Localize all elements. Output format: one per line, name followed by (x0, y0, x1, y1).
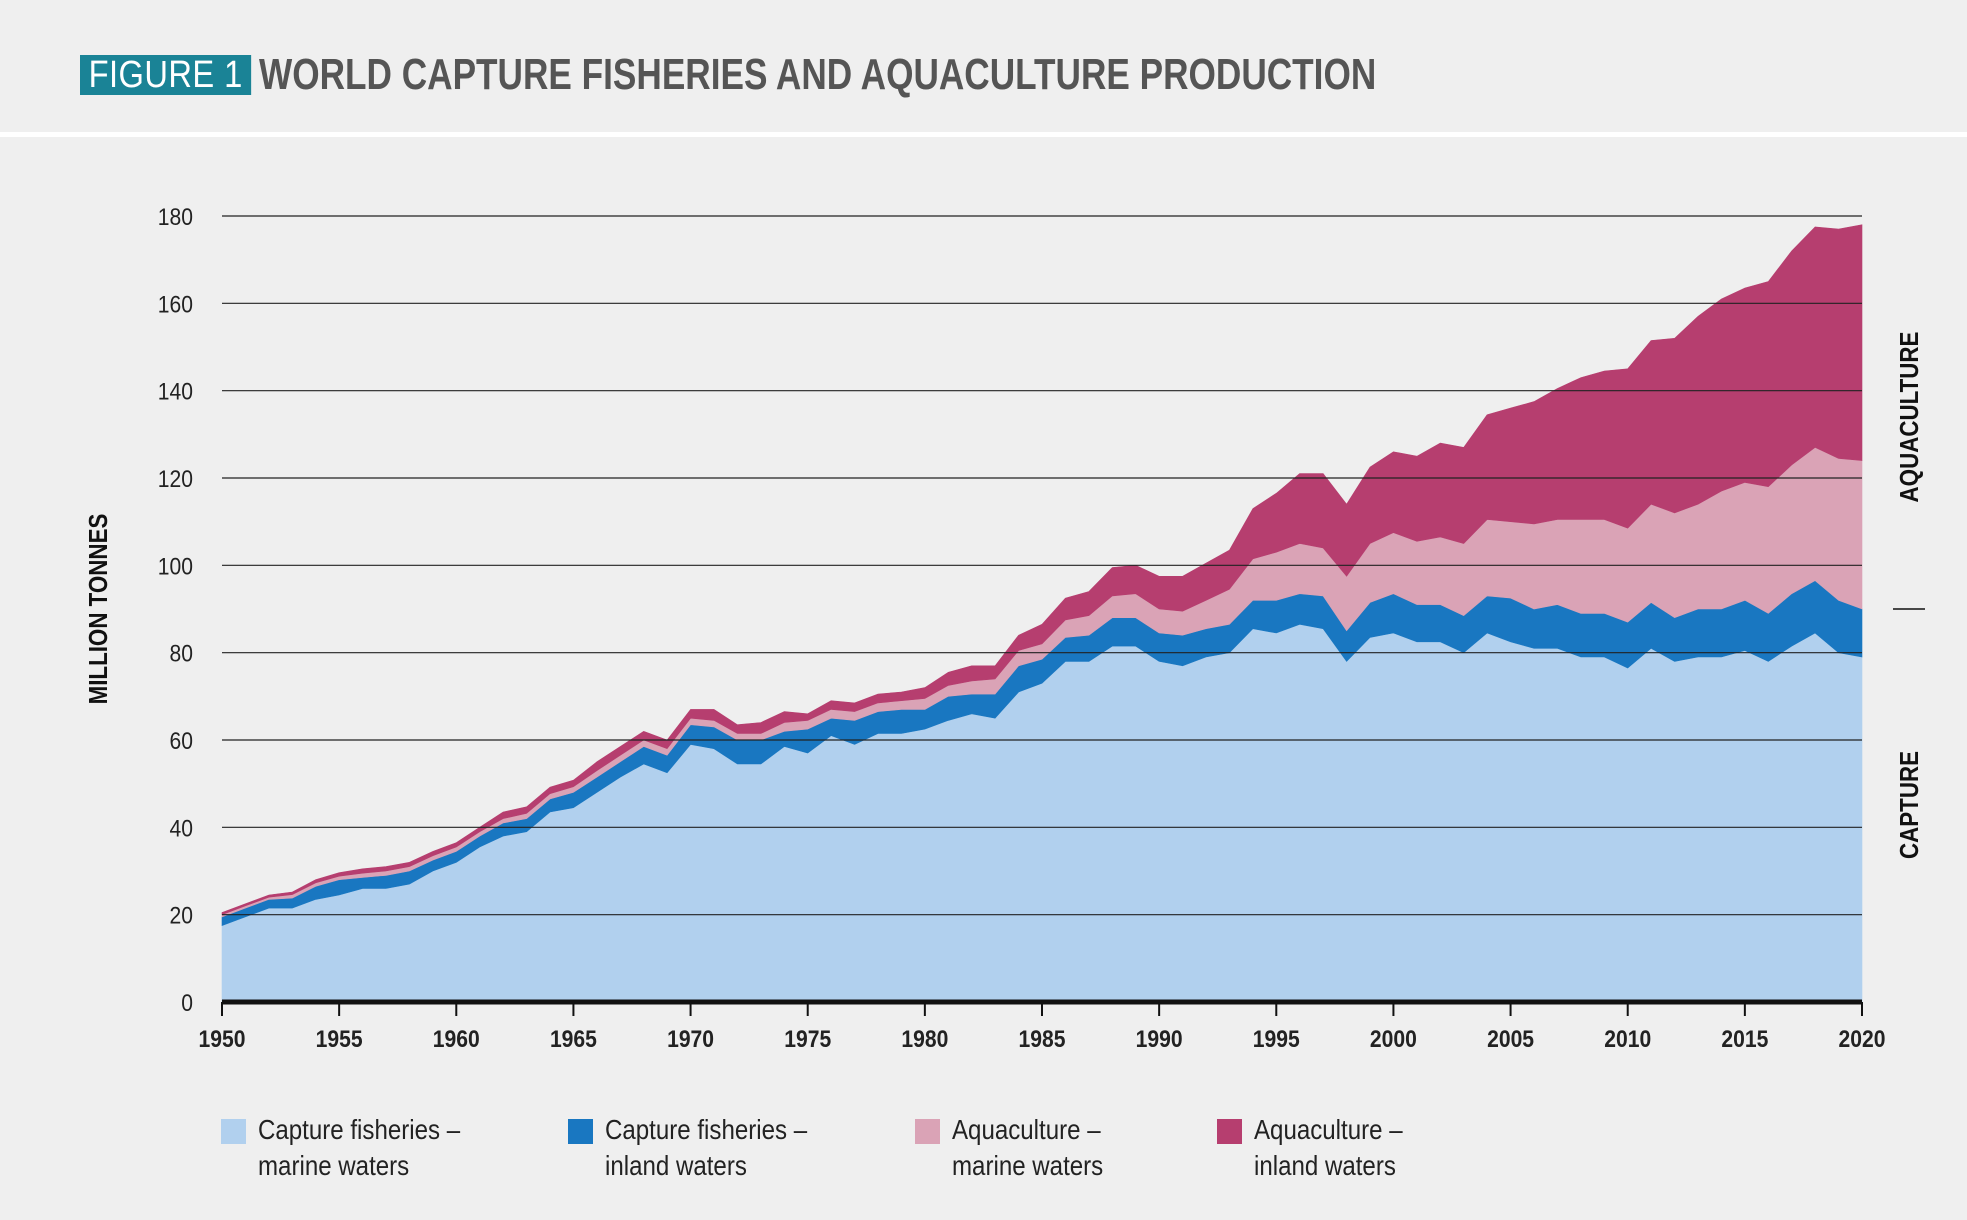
y-tick-label: 140 (158, 378, 193, 405)
x-tick-label: 1965 (550, 1026, 597, 1053)
x-tick-label: 1970 (667, 1026, 714, 1053)
y-tick-label: 120 (158, 466, 193, 493)
figure-header: FIGURE 1 WORLD CAPTURE FISHERIES AND AQU… (0, 0, 1967, 132)
area-series-4 (221, 224, 1863, 916)
y-tick-label: 40 (170, 815, 193, 842)
y-tick-label: 60 (170, 728, 193, 755)
chart-legend: Capture fisheries – marine waters Captur… (0, 1112, 1967, 1192)
right-label-capture: CAPTURE (1895, 751, 1924, 859)
x-tick-label: 1975 (784, 1026, 831, 1053)
legend-label: Capture fisheries – marine waters (258, 1114, 461, 1181)
legend-swatch (568, 1119, 593, 1144)
x-tick-label: 2010 (1604, 1026, 1651, 1053)
y-tick-label: 100 (158, 553, 193, 580)
x-tick-label: 1955 (316, 1026, 363, 1053)
figure-title: WORLD CAPTURE FISHERIES AND AQUACULTURE … (259, 50, 1377, 99)
legend-swatch (221, 1119, 246, 1144)
y-tick-label: 180 (158, 204, 193, 231)
right-label-aquaculture: AQUACULTURE (1895, 332, 1924, 503)
y-tick-label: 0 (181, 990, 193, 1017)
y-axis-label: MILLION TONNES (84, 514, 113, 705)
figure-badge: FIGURE 1 (80, 55, 252, 95)
x-tick-label: 2000 (1370, 1026, 1417, 1053)
x-tick-label: 2020 (1839, 1026, 1886, 1053)
legend-label: Aquaculture – marine waters (952, 1114, 1104, 1181)
legend-swatch (915, 1119, 940, 1144)
y-tick-label: 80 (170, 640, 193, 667)
legend-label: Capture fisheries – inland waters (605, 1114, 808, 1181)
legend-swatch (1217, 1119, 1242, 1144)
header-divider (0, 132, 1967, 137)
x-tick-label: 1985 (1019, 1026, 1066, 1053)
y-tick-label: 160 (158, 291, 193, 318)
x-tick-label: 1980 (901, 1026, 948, 1053)
stacked-area-chart: 0 20 40 60 80 100 120 140 160 180 1950 1955 1960 1965… (84, 204, 1925, 1053)
y-tick-label: 20 (170, 902, 193, 929)
x-tick-label: 1990 (1136, 1026, 1183, 1053)
x-tick-label: 1950 (199, 1026, 246, 1053)
x-tick-label: 1995 (1253, 1026, 1300, 1053)
x-tick-label: 2015 (1721, 1026, 1768, 1053)
x-tick-label: 1960 (433, 1026, 480, 1053)
x-tick-label: 2005 (1487, 1026, 1534, 1053)
legend-label: Aquaculture – inland waters (1254, 1114, 1403, 1181)
